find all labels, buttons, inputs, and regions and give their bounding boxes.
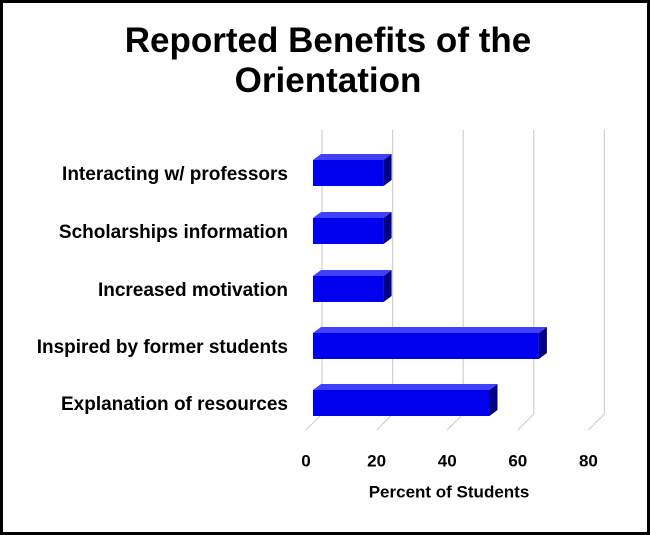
bar-side	[383, 154, 392, 186]
bar-top	[313, 327, 547, 333]
chart: Percent of Students 0 20 40 60 80 Interacting…	[37, 130, 605, 501]
bar-top	[313, 154, 392, 160]
bar-front	[313, 218, 384, 244]
x-tick-label: 80	[579, 451, 598, 470]
bar	[313, 212, 392, 244]
y-tick-label: Scholarships information	[59, 222, 288, 243]
bar-side	[383, 212, 392, 244]
grid-line	[587, 130, 605, 431]
y-tick-label: Explanation of resources	[61, 394, 288, 415]
bar-front	[313, 160, 384, 186]
bar-top	[313, 270, 392, 276]
grid-line	[517, 130, 535, 431]
y-tick-label: Increased motivation	[98, 280, 288, 301]
x-tick-label: 60	[508, 451, 527, 470]
bar-front	[313, 333, 539, 359]
bar	[313, 327, 547, 359]
bar-top	[313, 212, 392, 218]
bar	[313, 270, 392, 302]
x-tick-label: 0	[301, 451, 310, 470]
bar-front	[313, 390, 490, 416]
bar-side	[383, 270, 392, 302]
y-tick-label: Inspired by former students	[37, 337, 288, 358]
x-tick-label: 20	[367, 451, 386, 470]
bar-top	[313, 384, 498, 390]
bar-side	[538, 327, 547, 359]
bar	[313, 154, 392, 186]
bar-side	[489, 384, 498, 416]
x-axis-label: Percent of Students	[369, 482, 530, 501]
chart-title: Reported Benefits of the Orientation	[124, 21, 532, 100]
bar-front	[313, 276, 384, 302]
y-tick-label: Interacting w/ professors	[62, 164, 288, 185]
x-tick-label: 40	[438, 451, 457, 470]
bar	[313, 384, 498, 416]
